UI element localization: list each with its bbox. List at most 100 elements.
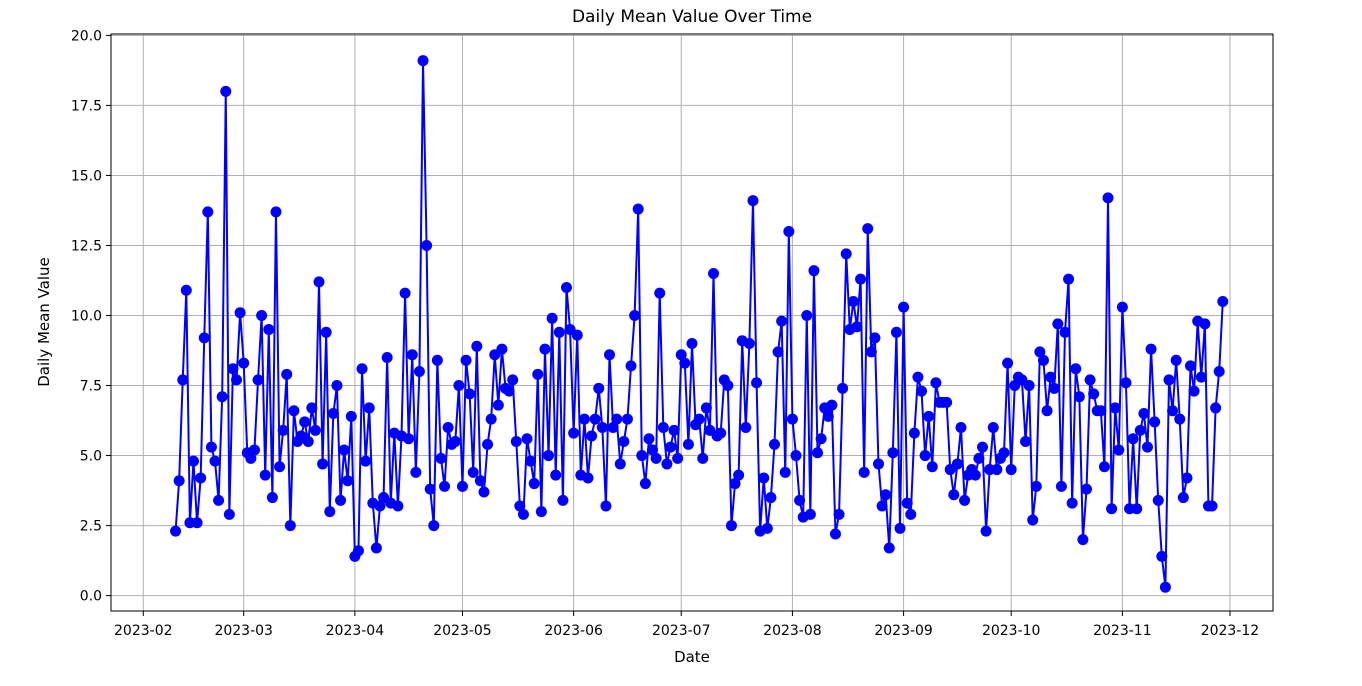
data-point [776,315,788,327]
x-tick-label: 2023-05 [433,623,492,639]
data-point [1127,433,1139,445]
data-point [1098,461,1110,473]
data-point [768,438,780,450]
data-point [840,248,852,260]
data-point [959,494,971,506]
data-point [195,472,207,484]
data-point [277,424,289,436]
plot-frame [110,33,1274,612]
data-point [1052,318,1064,330]
data-point [270,206,282,218]
data-point [238,357,250,369]
data-point [607,422,619,434]
y-axis: 0.0 2.5 5.0 7.5 10.0 12.5 15.0 17.5 20.0 [71,28,111,605]
data-point [1066,497,1078,509]
data-point [621,413,633,425]
data-point [1141,441,1153,453]
data-point [503,385,515,397]
data-point [1188,385,1200,397]
data-point [589,413,601,425]
data-point [657,422,669,434]
x-tick-label: 2023-03 [214,623,273,639]
data-point [252,374,264,386]
data-point [851,321,863,333]
data-point [428,520,440,532]
data-point [274,461,286,473]
data-point [1020,436,1032,448]
data-point [708,267,720,279]
data-point [1037,354,1049,366]
data-point [281,368,293,380]
data-point [862,223,874,235]
data-point [431,354,443,366]
data-point [507,374,519,386]
data-point [1055,480,1067,492]
data-point [173,475,185,487]
data-point [604,349,616,361]
data-point [643,433,655,445]
chart-title: Daily Mean Value Over Time [572,7,812,27]
data-point [370,542,382,554]
data-point [424,483,436,495]
data-point [335,494,347,506]
data-point [725,520,737,532]
grid [111,34,1273,611]
data-point [765,492,777,504]
data-point [973,452,985,464]
data-point [1027,514,1039,526]
data-point [1063,273,1075,285]
data-point [223,508,235,520]
data-point [467,466,479,478]
data-point [847,295,859,307]
data-point [356,363,368,375]
data-point [672,452,684,464]
data-point [324,506,336,518]
data-point [288,405,300,417]
data-point [256,310,268,321]
data-point [1070,363,1082,375]
data-point [772,346,784,358]
data-point [525,455,537,467]
data-point [1113,444,1125,456]
data-point [855,273,867,285]
data-point [557,494,569,506]
data-point [202,206,214,218]
data-point [890,326,902,338]
data-point [664,441,676,453]
data-point [951,458,963,470]
data-point [1167,405,1179,417]
data-point [198,332,210,344]
data-point [1088,388,1100,400]
data-point [812,447,824,459]
data-point [514,500,526,512]
data-point [833,508,845,520]
data-point [1081,483,1093,495]
data-point [1002,357,1014,369]
data-point [1131,503,1143,515]
data-point [464,388,476,400]
x-axis-label: Date [674,648,710,666]
data-point [1084,374,1096,386]
data-point [374,500,386,512]
data-point [327,408,339,420]
data-point [535,506,547,518]
data-point [1156,550,1168,562]
data-point [460,354,472,366]
data-point [345,410,357,422]
data-point [596,422,608,434]
data-point [306,402,318,414]
data-point [191,517,203,529]
data-point [482,438,494,450]
data-point [1059,326,1071,338]
data-point [794,494,806,506]
data-point [360,455,372,467]
data-point [492,399,504,411]
x-tick-label: 2023-08 [763,623,822,639]
data-point [668,424,680,436]
data-point [417,55,429,67]
data-point [808,265,820,277]
data-point [1170,354,1182,366]
data-point [550,469,562,481]
data-point [453,380,465,392]
data-point [331,380,343,392]
